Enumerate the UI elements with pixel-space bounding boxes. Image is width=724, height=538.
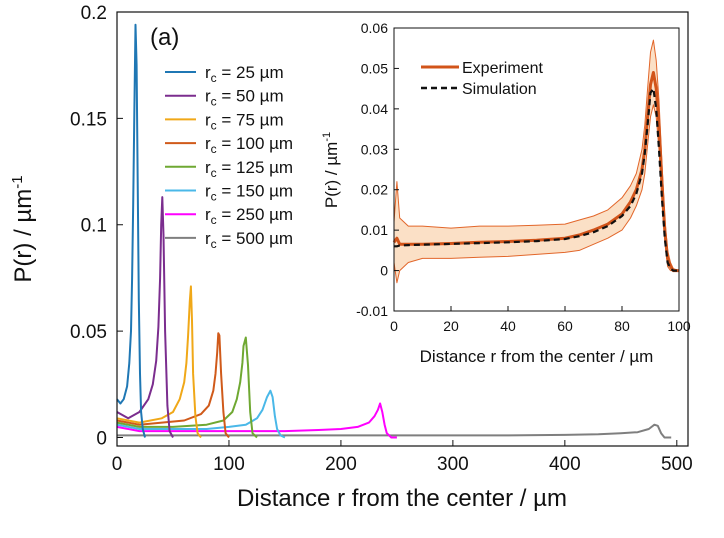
inset-x-tick-label: 80	[614, 318, 630, 334]
main-y-tick-label: 0	[96, 428, 107, 449]
inset-legend-label-0: Experiment	[462, 60, 543, 77]
main-legend-label-0: rc = 25 µm	[205, 63, 284, 85]
main-x-tick-label: 200	[325, 454, 357, 475]
main-legend-label-3: rc = 100 µm	[205, 134, 293, 156]
inset-y-tick-label: 0.03	[361, 141, 388, 157]
main-series-line-5	[116, 285, 202, 439]
inset-x-tick-label: 100	[667, 318, 691, 334]
inset-y-tick-label: -0.01	[356, 303, 388, 319]
main-legend-label-6: rc = 250 µm	[205, 205, 293, 227]
main-legend-label-7: rc = 500 µm	[205, 229, 293, 251]
main-axes-frame	[116, 11, 689, 447]
inset-y-tick-label: 0.05	[361, 60, 388, 76]
main-legend-label-1: rc = 50 µm	[205, 87, 284, 109]
inset-background	[394, 28, 679, 311]
main-x-tick-label: 100	[213, 454, 245, 475]
inset-experiment-mean	[392, 71, 679, 273]
main-series-line-2	[116, 389, 286, 439]
inset-x-tick-label: 20	[443, 318, 459, 334]
main-x-tick-label: 0	[112, 454, 123, 475]
inset-experiment-band	[394, 40, 679, 283]
inset-y-axis-label: P(r) / µm-1	[321, 132, 341, 208]
inset-y-tick-label: 0.04	[361, 101, 388, 117]
inset-x-tick-label: 40	[500, 318, 516, 334]
main-x-tick-label: 300	[437, 454, 469, 475]
main-series-line-7	[116, 23, 146, 438]
inset-y-tick-label: 0	[380, 263, 388, 279]
main-y-tick-label: 0.2	[81, 3, 107, 24]
main-legend-label-5: rc = 150 µm	[205, 182, 293, 204]
main-x-tick-label: 400	[549, 454, 581, 475]
main-plot: 0 100 200 300 400 50000.050.10.150.2Distance …	[9, 3, 693, 512]
inset-y-tick-label: 0.02	[361, 182, 388, 198]
inset-x-axis-label: Distance r from the center / µm	[420, 347, 654, 366]
inset-axes-frame	[393, 27, 680, 312]
main-x-tick-label: 500	[661, 454, 693, 475]
main-series-line-3	[116, 336, 258, 439]
inset-y-tick-label: 0.06	[361, 20, 388, 36]
main-x-axis-label: Distance r from the center / µm	[237, 485, 567, 512]
main-legend-label-2: rc = 75 µm	[205, 110, 284, 132]
main-legend-label-4: rc = 125 µm	[205, 158, 293, 180]
inset-legend-label-1: Simulation	[462, 81, 537, 98]
inset-x-tick-label: 60	[557, 318, 573, 334]
main-series-line-0	[117, 423, 672, 439]
main-series-line-1	[116, 402, 397, 439]
main-y-tick-label: 0.1	[81, 216, 107, 237]
main-y-tick-label: 0.05	[70, 322, 107, 343]
main-y-tick-label: 0.15	[70, 109, 107, 130]
panel-label: (a)	[150, 24, 179, 51]
inset-x-tick-label: 0	[390, 318, 398, 334]
inset-y-tick-label: 0.01	[361, 222, 388, 238]
inset-simulation	[394, 87, 679, 272]
main-series-line-6	[116, 196, 174, 438]
main-y-axis-label: P(r) / µm-1	[9, 175, 37, 282]
inset-plot: 0 20 40 60 80 100-0.0100.010.020.030.040.050.…	[321, 20, 691, 366]
